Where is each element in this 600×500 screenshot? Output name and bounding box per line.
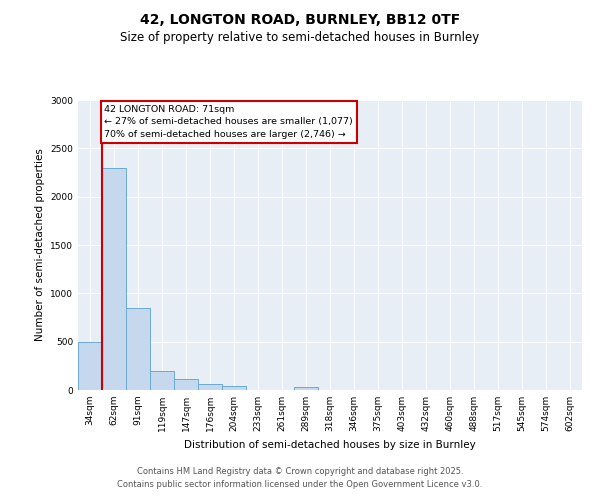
Text: Contains public sector information licensed under the Open Government Licence v3: Contains public sector information licen…: [118, 480, 482, 489]
Bar: [78, 342, 102, 390]
Bar: [294, 387, 318, 390]
Bar: [150, 370, 174, 390]
Text: Contains HM Land Registry data © Crown copyright and database right 2025.: Contains HM Land Registry data © Crown c…: [137, 467, 463, 476]
Bar: [126, 308, 150, 390]
Bar: [102, 168, 126, 390]
Y-axis label: Number of semi-detached properties: Number of semi-detached properties: [35, 148, 44, 342]
Bar: [198, 384, 222, 390]
Bar: [222, 386, 246, 390]
Text: 42, LONGTON ROAD, BURNLEY, BB12 0TF: 42, LONGTON ROAD, BURNLEY, BB12 0TF: [140, 12, 460, 26]
Text: Size of property relative to semi-detached houses in Burnley: Size of property relative to semi-detach…: [121, 31, 479, 44]
X-axis label: Distribution of semi-detached houses by size in Burnley: Distribution of semi-detached houses by …: [184, 440, 476, 450]
Bar: [174, 380, 198, 390]
Text: 42 LONGTON ROAD: 71sqm
← 27% of semi-detached houses are smaller (1,077)
70% of : 42 LONGTON ROAD: 71sqm ← 27% of semi-det…: [104, 105, 353, 139]
